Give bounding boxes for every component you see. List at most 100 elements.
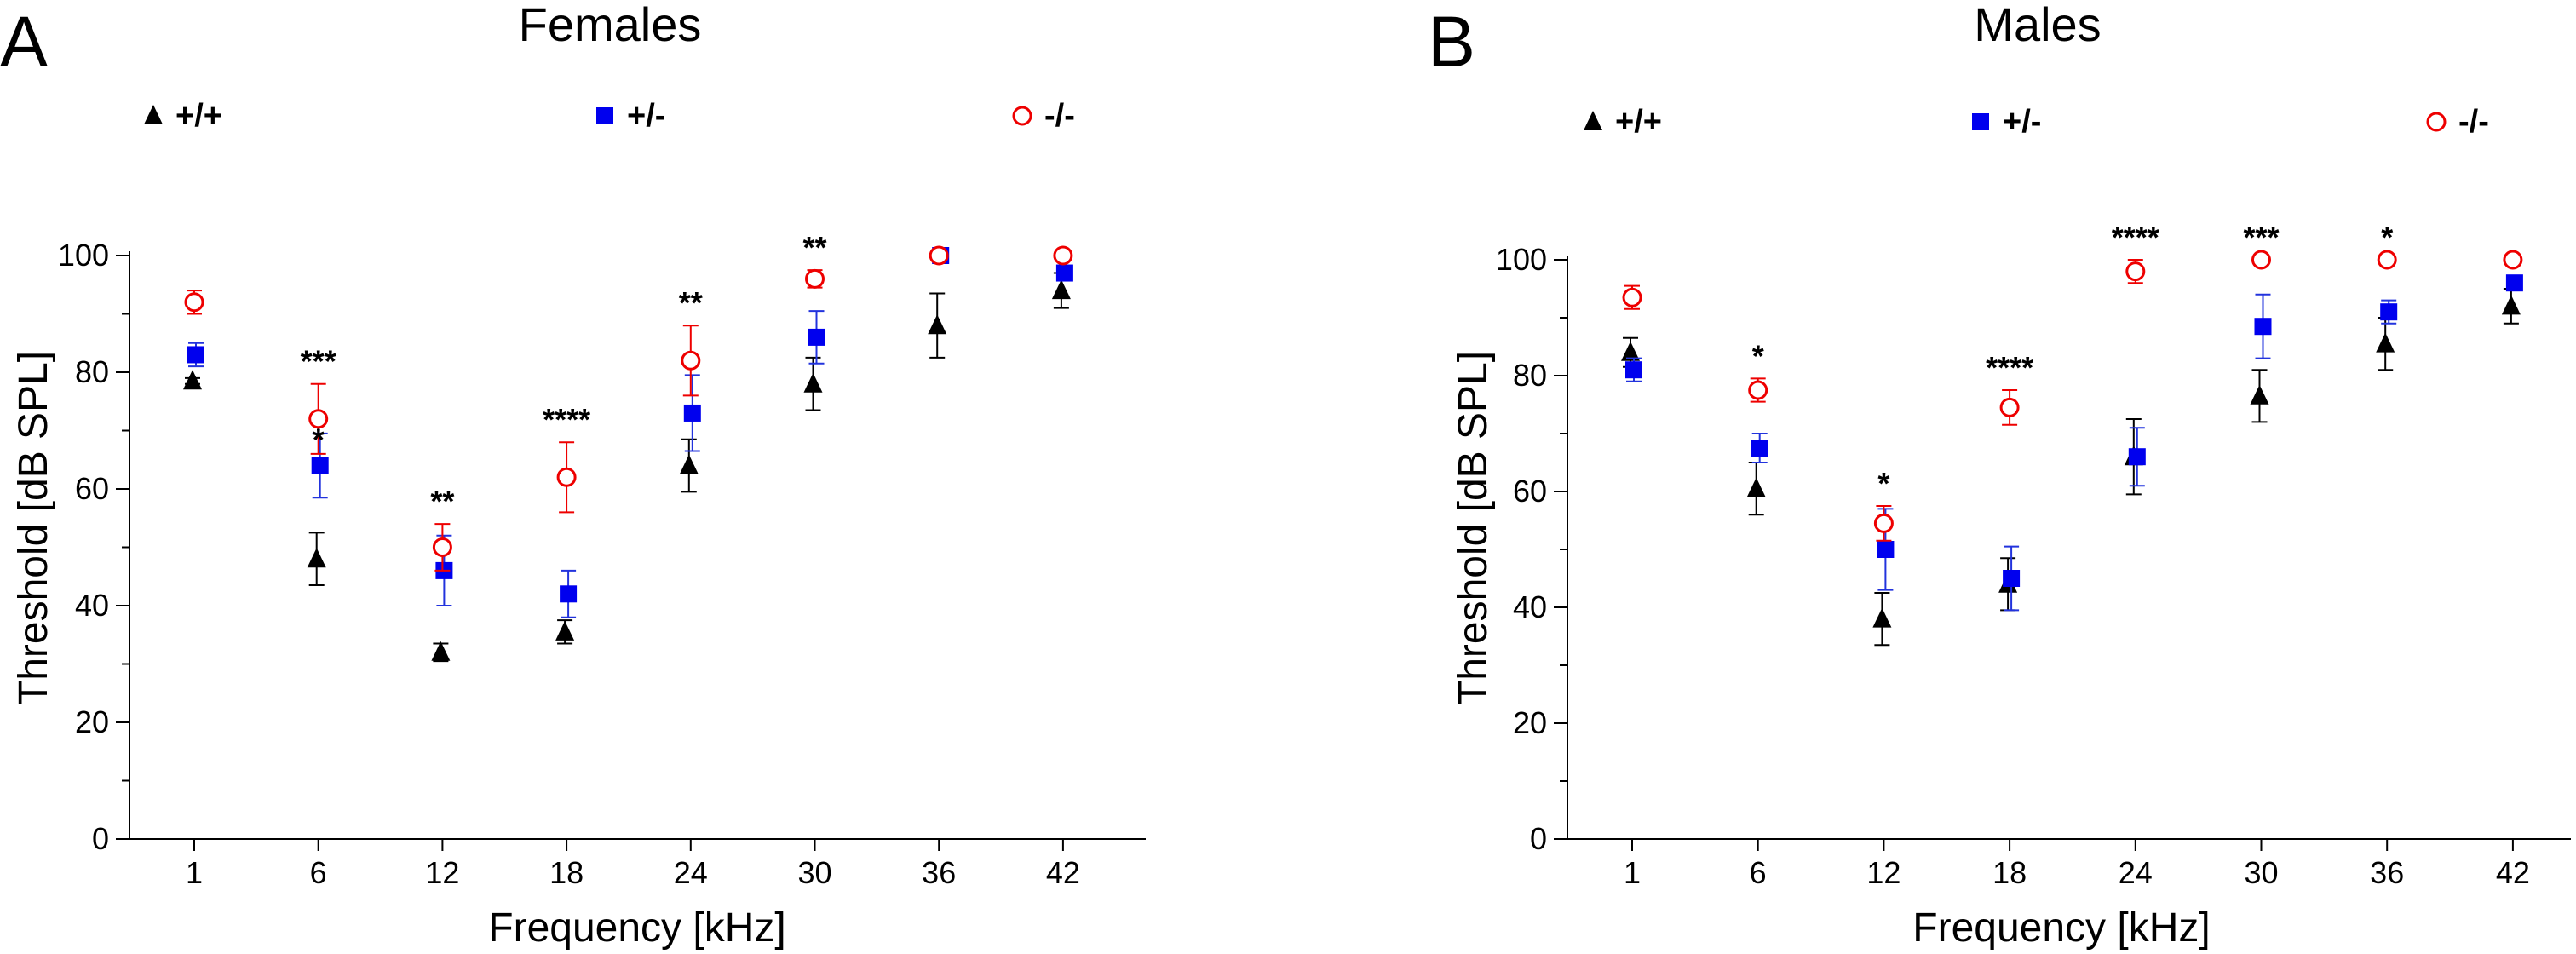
- x-tick-label: 30: [2244, 855, 2278, 890]
- x-tick-label: 12: [425, 855, 459, 890]
- data-point: [1873, 513, 1894, 533]
- legend-label-1: +/-: [627, 98, 665, 134]
- x-tick-label: 36: [2370, 855, 2404, 890]
- data-point: [307, 548, 326, 568]
- x-tick-label: 24: [2119, 855, 2153, 890]
- significance-label: *: [1752, 338, 1764, 373]
- data-point: [2251, 250, 2271, 270]
- y-tick-label: 100: [58, 238, 109, 273]
- data-point: [2503, 250, 2523, 270]
- data-point: [1999, 397, 2020, 417]
- legend-label-2: -/-: [2458, 104, 2489, 140]
- data-point: [2380, 303, 2398, 321]
- legend: +/+ +/- -/-: [144, 98, 1075, 134]
- significance-label: ****: [543, 402, 590, 437]
- x-tick-label: 42: [1046, 855, 1080, 890]
- x-tick-label: 30: [797, 855, 831, 890]
- legend-label-2: -/-: [1044, 98, 1075, 134]
- y-axis-label: Threshold [dB SPL]: [1451, 351, 1496, 705]
- y-tick-label: 0: [92, 821, 109, 856]
- significance-label: **: [802, 230, 826, 265]
- data-point: [431, 641, 451, 661]
- y-tick-label: 60: [1513, 474, 1547, 509]
- x-tick-label: 42: [2496, 855, 2530, 890]
- series-0: [183, 272, 1071, 663]
- data-point: [2501, 295, 2521, 315]
- data-point: [803, 372, 823, 393]
- legend-marker-2: [1012, 106, 1032, 126]
- legend-marker-1: [596, 107, 613, 124]
- panel-letter: A: [0, 2, 48, 82]
- x-axis-label: Frequency [kHz]: [488, 905, 785, 951]
- series-2: [184, 245, 1073, 572]
- data-point: [1746, 477, 1766, 497]
- legend-marker-0: [1584, 111, 1602, 130]
- y-tick-label: 20: [75, 704, 109, 739]
- data-point: [308, 409, 329, 429]
- x-tick-label: 1: [1624, 855, 1641, 890]
- data-point: [1748, 380, 1768, 400]
- panel-a: A Females +/+ +/- -/- 0 20 40 60 80 100 1 6 12 18 24 30 3…: [0, 0, 1146, 951]
- data-point: [2250, 384, 2269, 405]
- x-tick-label: 24: [674, 855, 708, 890]
- data-point: [2125, 261, 2146, 282]
- y-tick-label: 0: [1530, 821, 1547, 856]
- x-tick-label: 18: [1992, 855, 2027, 890]
- data-point: [805, 268, 825, 289]
- data-point: [683, 404, 701, 422]
- significance-label: *: [2381, 220, 2393, 255]
- y-tick-label: 20: [1513, 705, 1547, 740]
- panel-b: B Males +/+ +/- -/- 0 20 40 60 80 100 1 6 12 18 24 30 36 4…: [1428, 0, 2571, 951]
- data-point: [679, 454, 699, 474]
- x-tick-label: 6: [310, 855, 327, 890]
- x-tick-label: 12: [1866, 855, 1900, 890]
- data-point: [2128, 448, 2146, 466]
- significance-label: ***: [301, 344, 336, 379]
- significance-label: ****: [1986, 350, 2033, 385]
- significance-label: ****: [2112, 220, 2159, 255]
- y-tick-label: 100: [1496, 242, 1547, 277]
- x-tick-label: 18: [549, 855, 584, 890]
- y-tick-label: 80: [1513, 358, 1547, 393]
- series-1: [187, 247, 1073, 618]
- y-axis-label: Threshold [dB SPL]: [11, 351, 56, 705]
- data-point: [928, 314, 947, 335]
- data-point: [2003, 570, 2021, 587]
- data-point: [1751, 440, 1768, 457]
- panel-title: Males: [1974, 0, 2101, 51]
- data-point: [1053, 245, 1073, 266]
- x-tick-label: 6: [1750, 855, 1767, 890]
- legend: +/+ +/- -/-: [1584, 104, 2489, 140]
- data-point: [929, 245, 949, 266]
- data-point: [432, 537, 452, 557]
- data-point: [556, 467, 577, 487]
- significance-label: ***: [2243, 220, 2279, 255]
- data-point: [555, 620, 575, 641]
- panel-letter: B: [1428, 2, 1475, 82]
- panel-title: Females: [519, 0, 702, 51]
- data-point: [1622, 287, 1642, 307]
- data-point: [311, 457, 329, 474]
- data-point: [187, 346, 204, 364]
- legend-marker-0: [144, 105, 163, 124]
- data-point: [808, 328, 825, 346]
- data-point: [560, 585, 578, 603]
- series-2: [1622, 250, 2523, 542]
- significance-label: **: [679, 285, 703, 320]
- y-tick-label: 80: [75, 354, 109, 389]
- data-point: [1625, 361, 1642, 379]
- data-point: [2254, 318, 2272, 336]
- data-point: [1872, 607, 1892, 628]
- series-1: [1625, 274, 2523, 612]
- x-axis-label: Frequency [kHz]: [1912, 905, 2210, 951]
- data-point: [2377, 250, 2397, 270]
- legend-marker-1: [1972, 113, 1989, 130]
- legend-label-0: +/+: [1615, 104, 1662, 140]
- legend-label-1: +/-: [2003, 104, 2041, 140]
- x-tick-label: 1: [186, 855, 203, 890]
- x-tick-label: 36: [922, 855, 956, 890]
- data-point: [681, 350, 701, 371]
- significance-label: *: [313, 422, 325, 457]
- data-point: [1621, 341, 1640, 361]
- y-tick-label: 40: [75, 588, 109, 623]
